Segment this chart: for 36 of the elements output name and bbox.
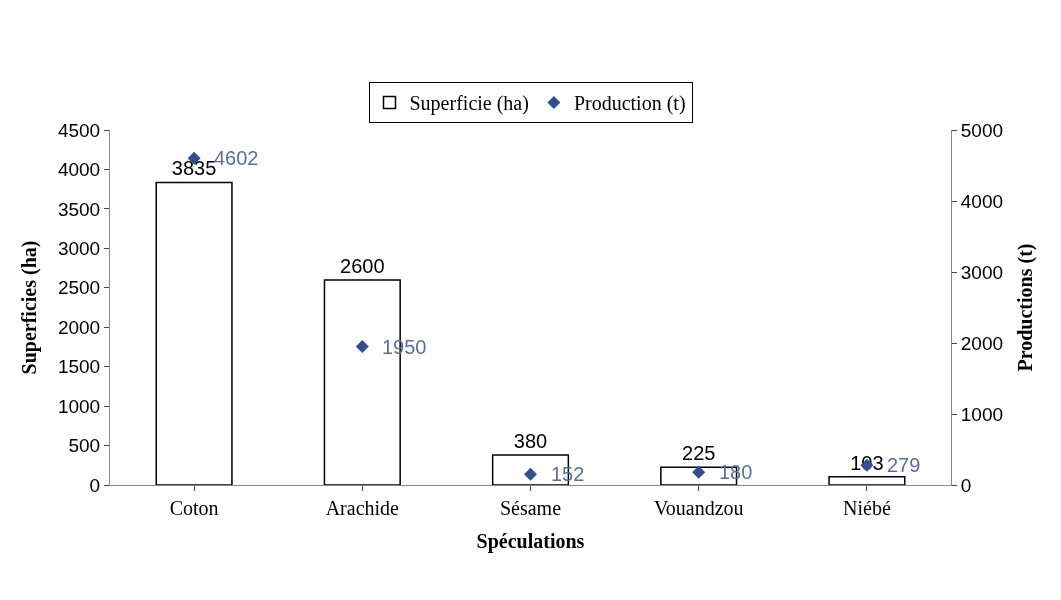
y-tick-label: 4500 [57,119,101,141]
y-tick-label: 1000 [57,395,101,417]
x-axis-title: Spéculations [476,529,585,553]
point [524,467,537,481]
y-tick-label: 2500 [57,277,101,299]
y2-axis-title: Productions (t) [1013,243,1037,372]
y2-tick-label: 0 [960,474,972,496]
data-label: 225 [682,442,716,465]
y-tick-label: 3500 [57,198,101,220]
y2-tick-label: 5000 [960,119,1004,141]
x-tick-label: Coton [169,497,219,519]
data-label: 2600 [340,254,385,277]
data-label: 279 [887,454,921,476]
y-tick-label: 3000 [57,237,101,259]
y-tick-label: 0 [89,474,101,496]
data-label: 4602 [214,147,259,169]
y2-tick-label: 1000 [960,403,1004,425]
data-label: 380 [513,430,548,453]
legend-label: Superficie (ha) [409,92,529,116]
point [692,465,706,479]
x-tick-label: Niébé [843,497,891,519]
x-tick-label: Arachide [325,497,400,519]
y-tick-label: 1500 [57,356,101,378]
y2-tick-label: 4000 [960,190,1004,212]
y2-tick-label: 3000 [960,261,1004,283]
point [355,340,369,354]
y2-tick-label: 2000 [960,332,1004,354]
y-axis-title: Superficies (ha) [18,240,42,375]
y-tick-label: 2000 [57,316,101,338]
x-tick-label: Vouandzou [653,497,744,519]
bar [828,476,906,485]
y-tick-label: 500 [68,435,101,457]
legend-label: Production (t) [573,92,686,116]
x-tick-label: Sésame [499,497,562,519]
bar [155,181,233,485]
y-tick-label: 4000 [57,159,101,181]
